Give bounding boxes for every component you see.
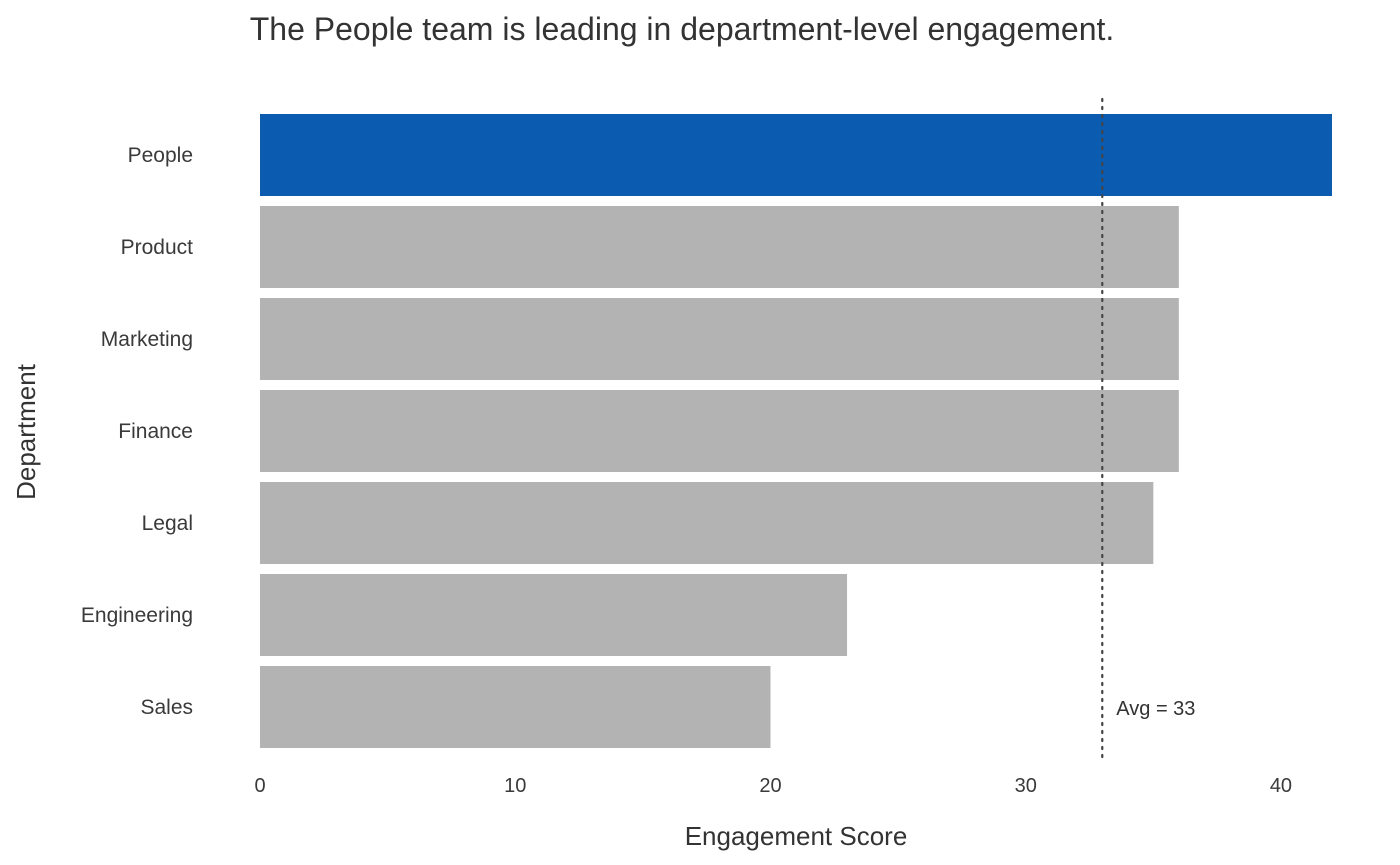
category-labels: People Product Marketing Finance Legal Engine… bbox=[81, 144, 193, 719]
x-tick-labels: 0 10 20 30 40 bbox=[254, 775, 1292, 797]
category-label-people: People bbox=[128, 144, 193, 167]
x-tick-label: 30 bbox=[1015, 775, 1037, 797]
bar-finance bbox=[260, 390, 1179, 472]
chart-title: The People team is leading in department… bbox=[250, 11, 1115, 47]
bar-people bbox=[260, 114, 1332, 196]
bars-group bbox=[260, 114, 1332, 748]
average-annotation: Avg = 33 bbox=[1116, 698, 1195, 720]
bar-legal bbox=[260, 482, 1154, 564]
bar-product bbox=[260, 206, 1179, 288]
category-label-sales: Sales bbox=[140, 696, 193, 719]
x-axis-title: Engagement Score bbox=[685, 821, 908, 851]
y-axis-title: Department bbox=[11, 363, 41, 500]
x-tick-label: 40 bbox=[1270, 775, 1292, 797]
reference-line-group: Avg = 33 bbox=[1101, 97, 1195, 765]
category-label-product: Product bbox=[121, 236, 194, 259]
category-label-legal: Legal bbox=[142, 512, 193, 535]
category-label-marketing: Marketing bbox=[101, 328, 193, 351]
category-label-engineering: Engineering bbox=[81, 604, 193, 627]
bar-engineering bbox=[260, 574, 848, 656]
x-tick-label: 10 bbox=[504, 775, 526, 797]
x-tick-label: 0 bbox=[254, 775, 265, 797]
category-label-finance: Finance bbox=[118, 420, 193, 443]
x-tick-label: 20 bbox=[759, 775, 781, 797]
bar-marketing bbox=[260, 298, 1179, 380]
bar-sales bbox=[260, 666, 771, 748]
